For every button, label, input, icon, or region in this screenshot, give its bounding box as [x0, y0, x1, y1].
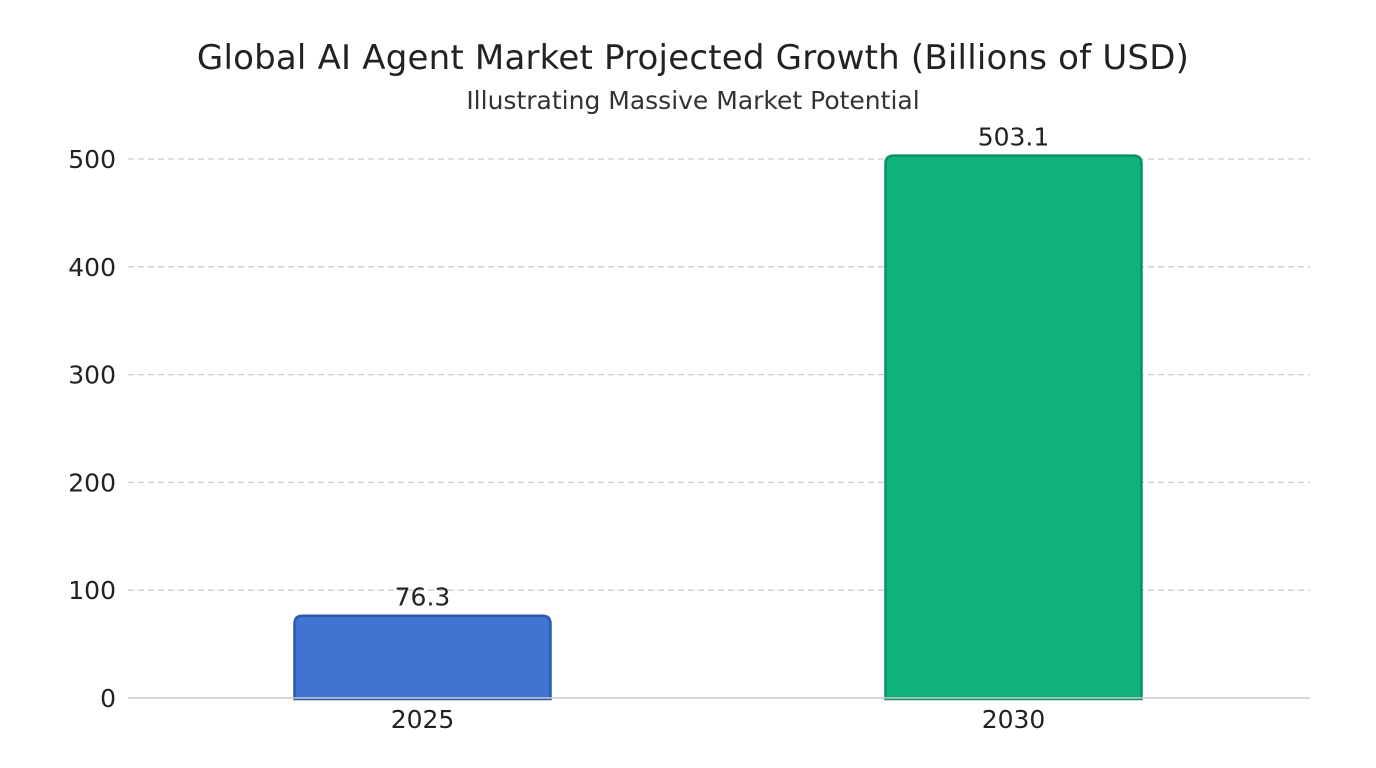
- y-axis-ticks: 0 100 200 300 400 500: [68, 145, 116, 713]
- y-tick-label: 100: [68, 576, 116, 605]
- y-tick-label: 300: [68, 361, 116, 390]
- y-tick-label: 0: [100, 684, 116, 713]
- bar-value-label: 503.1: [978, 123, 1050, 152]
- x-tick-label: 2030: [982, 705, 1046, 734]
- x-axis-ticks: 2025 2030: [391, 705, 1046, 734]
- y-tick-label: 500: [68, 145, 116, 174]
- chart-title: Global AI Agent Market Projected Growth …: [196, 38, 1190, 78]
- y-tick-label: 200: [68, 468, 116, 497]
- bar-2030: [884, 154, 1143, 701]
- bars: [293, 154, 1143, 701]
- x-tick-label: 2025: [391, 705, 455, 734]
- bar-value-labels: 76.3 503.1: [395, 123, 1050, 612]
- chart-subtitle: Illustrating Massive Market Potential: [466, 86, 920, 115]
- bar-value-label: 76.3: [395, 583, 451, 612]
- y-tick-label: 400: [68, 253, 116, 282]
- bar-2025: [293, 614, 552, 701]
